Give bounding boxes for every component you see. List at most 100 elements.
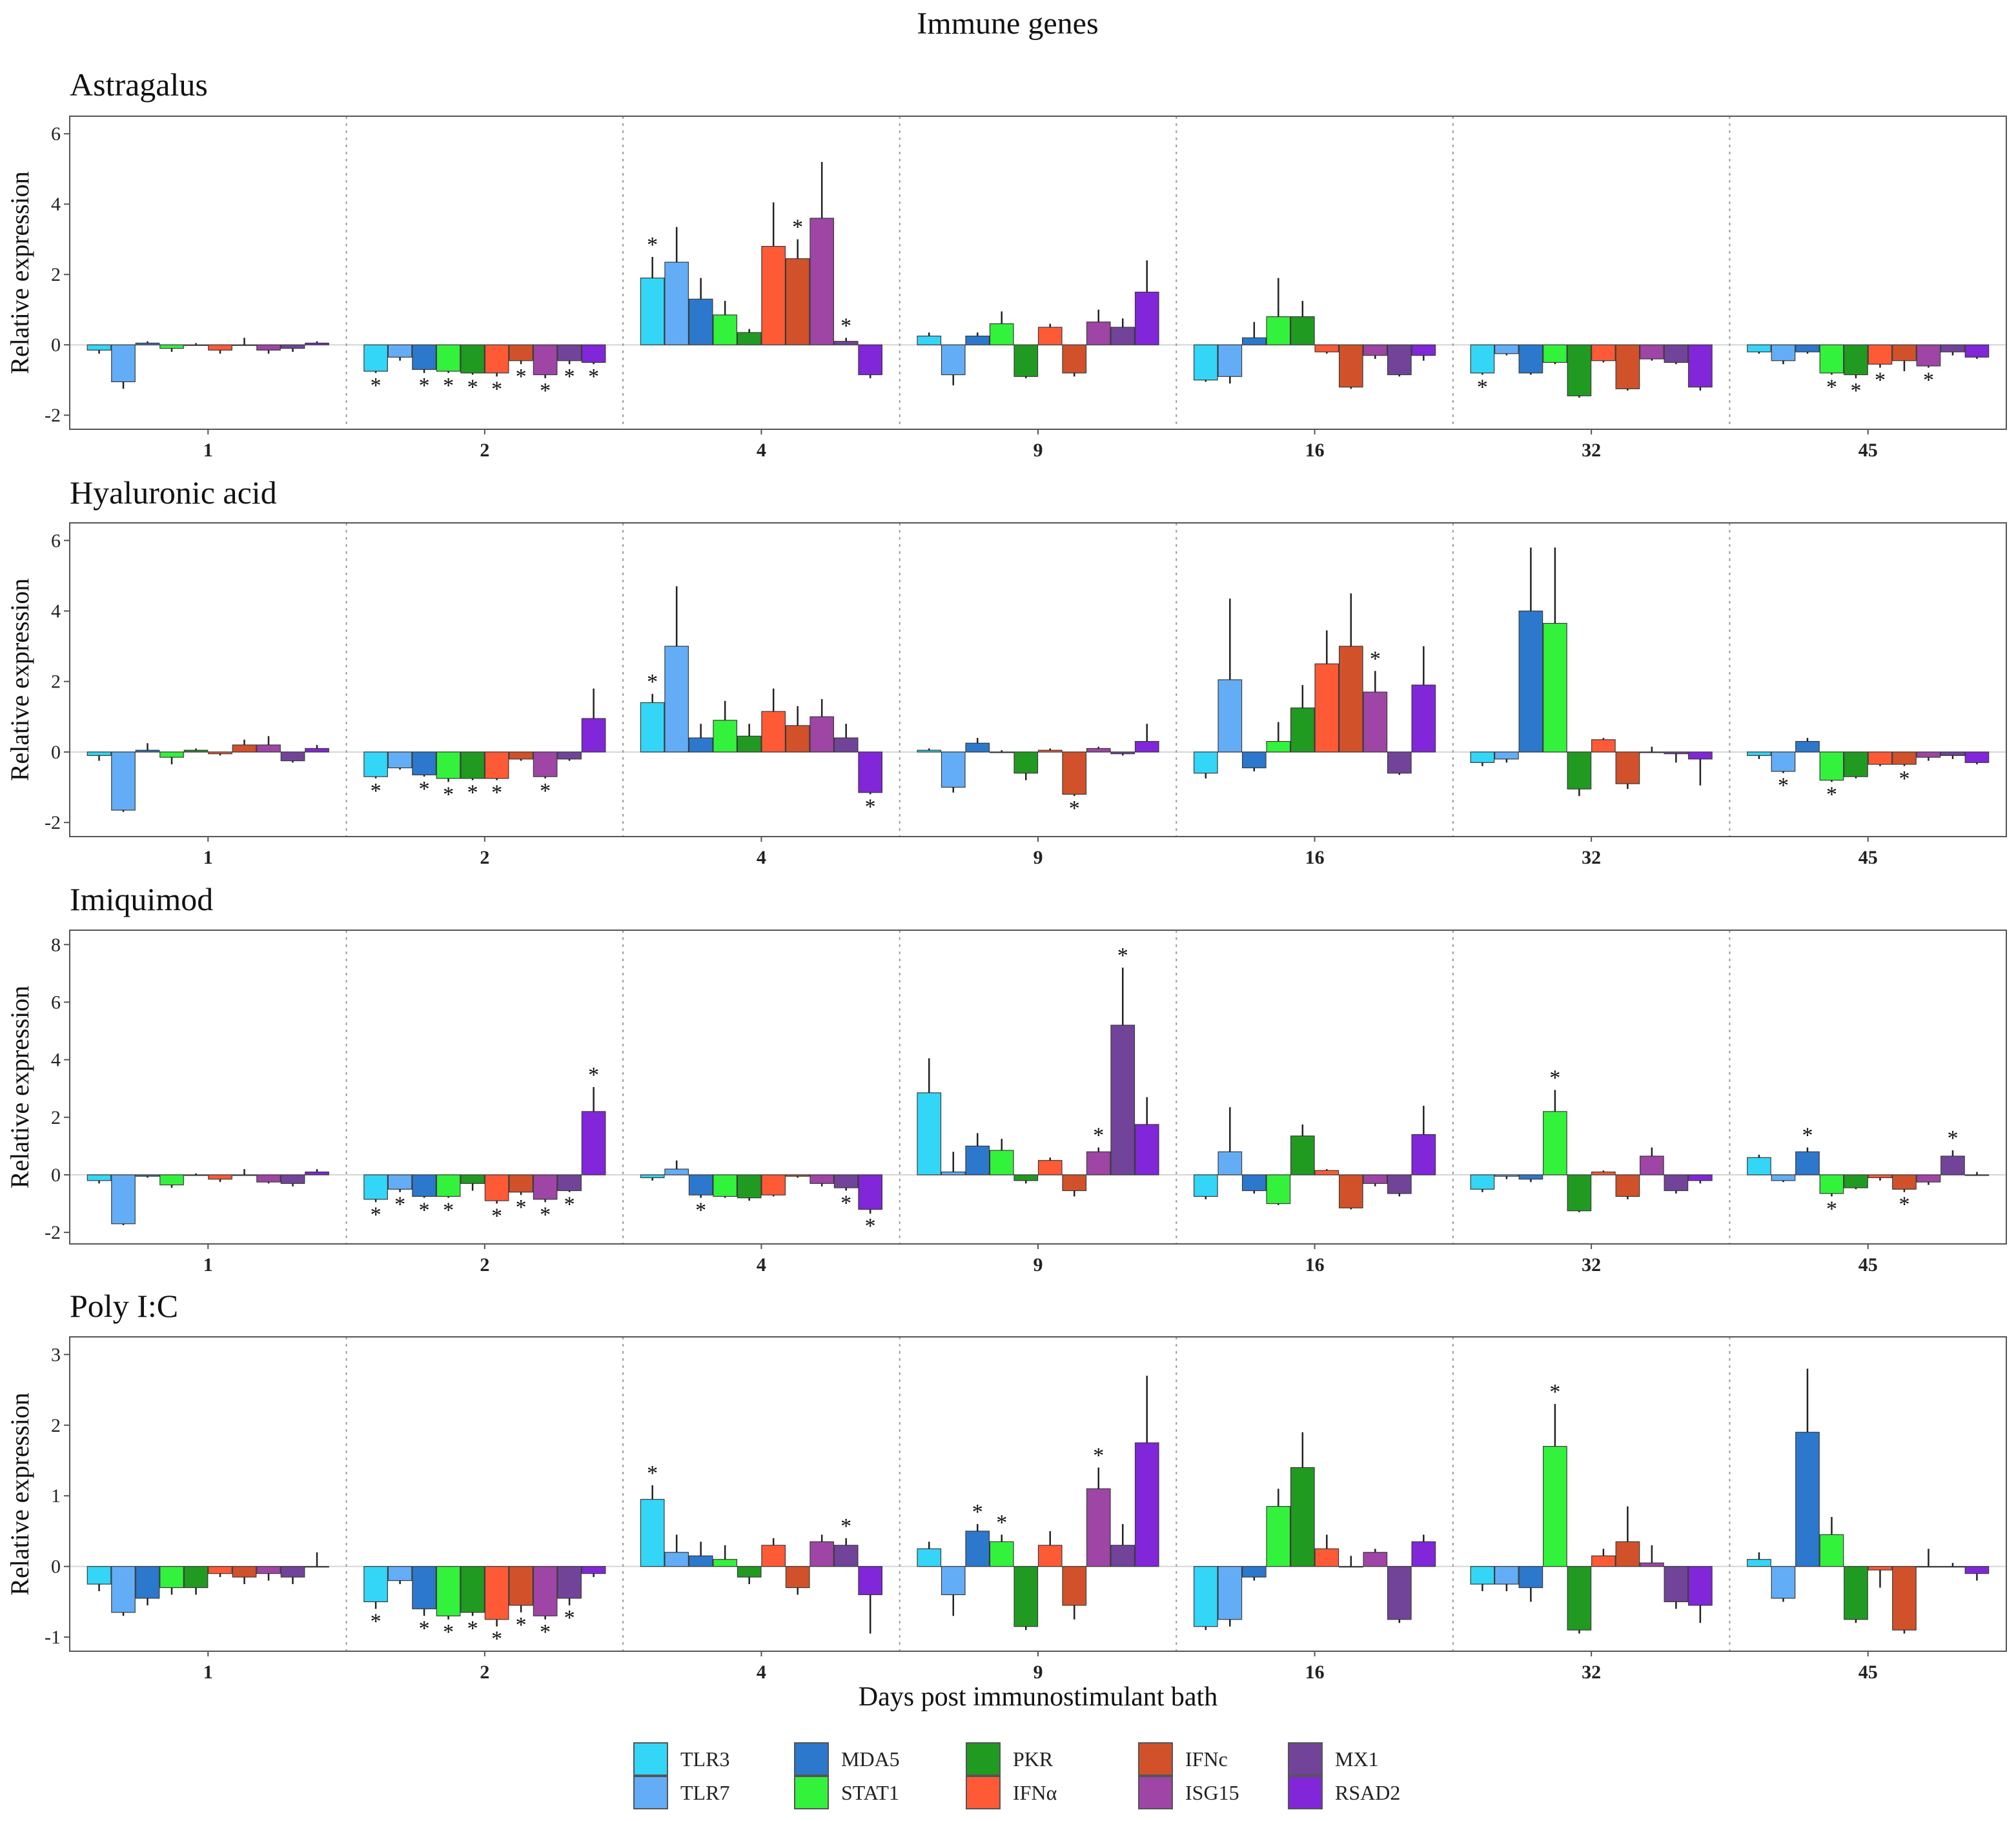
y-tick-label: 6 bbox=[51, 530, 61, 551]
bar-poly-i-c-9-isg15 bbox=[1086, 1488, 1111, 1567]
bar-hyaluronic-acid-9-mda5 bbox=[965, 742, 990, 753]
bar-hyaluronic-acid-1-tlr3 bbox=[87, 751, 112, 757]
bar-imiquimod-4-ifn bbox=[761, 1174, 786, 1195]
significance-star: * bbox=[865, 795, 876, 819]
bar-poly-i-c-4-mx1 bbox=[833, 1545, 859, 1567]
bar-hyaluronic-acid-1-isg15 bbox=[256, 744, 281, 753]
significance-star: * bbox=[491, 377, 502, 401]
bar-astragalus-2-mda5 bbox=[412, 344, 436, 370]
bar-poly-i-c-32-tlr7 bbox=[1494, 1566, 1519, 1585]
bar-astragalus-45-mda5 bbox=[1795, 344, 1820, 352]
bar-imiquimod-16-pkr bbox=[1290, 1135, 1315, 1175]
bar-imiquimod-9-pkr bbox=[1013, 1174, 1039, 1181]
bar-imiquimod-9-ifnc bbox=[1062, 1174, 1087, 1192]
bar-poly-i-c-1-tlr7 bbox=[111, 1566, 136, 1613]
bar-poly-i-c-4-tlr3 bbox=[640, 1499, 665, 1567]
bar-astragalus-1-mda5 bbox=[135, 342, 160, 345]
y-tick-label: 4 bbox=[51, 194, 61, 215]
x-tick-label-1: 1 bbox=[203, 440, 213, 461]
bar-poly-i-c-2-mx1 bbox=[557, 1566, 582, 1599]
significance-star: * bbox=[443, 374, 454, 398]
bar-astragalus-9-isg15 bbox=[1086, 321, 1111, 345]
bar-imiquimod-32-isg15 bbox=[1640, 1155, 1664, 1175]
bar-astragalus-4-ifnc bbox=[785, 258, 810, 345]
significance-star: * bbox=[491, 1205, 502, 1228]
bar-imiquimod-2-tlr3 bbox=[363, 1174, 388, 1200]
significance-star: * bbox=[1549, 1380, 1560, 1404]
bar-hyaluronic-acid-2-mx1 bbox=[557, 751, 582, 760]
bar-astragalus-32-pkr bbox=[1567, 344, 1592, 396]
x-tick-label-32: 32 bbox=[1582, 1254, 1601, 1276]
bar-hyaluronic-acid-32-ifnc bbox=[1615, 751, 1640, 784]
y-tick-label: 0 bbox=[51, 334, 61, 356]
legend-label-ifnc: IFNc bbox=[1185, 1747, 1228, 1771]
bar-poly-i-c-45-rsad2 bbox=[1964, 1566, 1990, 1574]
x-tick-label-16: 16 bbox=[1305, 1254, 1325, 1276]
bar-hyaluronic-acid-4-mx1 bbox=[833, 737, 859, 753]
x-tick-label-45: 45 bbox=[1858, 847, 1878, 868]
significance-star: * bbox=[419, 1616, 430, 1640]
x-tick-label-45: 45 bbox=[1858, 1662, 1878, 1683]
bar-hyaluronic-acid-32-ifn bbox=[1591, 739, 1616, 753]
y-tick-label: -2 bbox=[45, 1222, 61, 1243]
significance-star: * bbox=[419, 777, 430, 801]
bar-hyaluronic-acid-2-mda5 bbox=[412, 751, 436, 776]
x-tick-label-4: 4 bbox=[757, 1254, 766, 1276]
significance-star: * bbox=[394, 1193, 405, 1217]
bar-astragalus-45-isg15 bbox=[1916, 344, 1941, 367]
y-tick-label: 0 bbox=[51, 1165, 61, 1186]
x-tick-label-32: 32 bbox=[1582, 847, 1601, 868]
bar-hyaluronic-acid-4-stat1 bbox=[713, 720, 738, 753]
legend-swatch-ifnc bbox=[1138, 1742, 1173, 1776]
bar-astragalus-45-ifn bbox=[1868, 344, 1893, 365]
x-tick-label-45: 45 bbox=[1858, 440, 1878, 461]
legend-label-rsad2: RSAD2 bbox=[1335, 1781, 1400, 1804]
bar-hyaluronic-acid-9-ifnc bbox=[1062, 751, 1087, 795]
significance-star: * bbox=[1826, 1197, 1837, 1221]
bar-poly-i-c-4-mda5 bbox=[688, 1555, 713, 1567]
significance-star: * bbox=[540, 1203, 551, 1226]
bar-imiquimod-9-mx1 bbox=[1110, 1024, 1135, 1175]
legend-swatch-mda5 bbox=[794, 1742, 829, 1776]
bar-hyaluronic-acid-16-mda5 bbox=[1241, 751, 1267, 769]
legend-swatch-tlr3 bbox=[633, 1742, 668, 1776]
bar-astragalus-1-isg15 bbox=[256, 344, 281, 351]
significance-star: * bbox=[419, 1199, 430, 1223]
significance-star: * bbox=[467, 376, 478, 400]
bar-astragalus-4-stat1 bbox=[713, 314, 738, 345]
bar-astragalus-45-tlr7 bbox=[1771, 344, 1796, 361]
bar-imiquimod-16-ifn bbox=[1314, 1170, 1339, 1175]
significance-star: * bbox=[540, 379, 551, 403]
significance-star: * bbox=[1117, 944, 1128, 968]
significance-star: * bbox=[491, 1627, 502, 1651]
panel-title-hyaluronic-acid: Hyaluronic acid bbox=[70, 474, 277, 511]
bar-hyaluronic-acid-4-rsad2 bbox=[858, 751, 883, 793]
y-axis-title-hyaluronic-acid: Relative expression bbox=[5, 578, 34, 781]
significance-star: * bbox=[1947, 1126, 1958, 1150]
bar-imiquimod-4-mda5 bbox=[688, 1174, 713, 1195]
bar-imiquimod-9-mda5 bbox=[965, 1145, 990, 1175]
significance-star: * bbox=[516, 1195, 527, 1219]
bar-poly-i-c-32-rsad2 bbox=[1688, 1566, 1713, 1606]
bar-poly-i-c-9-pkr bbox=[1013, 1566, 1039, 1627]
x-tick-label-32: 32 bbox=[1582, 440, 1601, 461]
bar-imiquimod-32-stat1 bbox=[1543, 1111, 1567, 1175]
bar-hyaluronic-acid-16-ifnc bbox=[1338, 646, 1363, 753]
x-tick-label-9: 9 bbox=[1033, 1254, 1043, 1276]
panel-title-astragalus: Astragalus bbox=[70, 66, 208, 103]
bar-astragalus-9-rsad2 bbox=[1134, 291, 1159, 345]
significance-star: * bbox=[1477, 376, 1488, 400]
x-tick-label-4: 4 bbox=[757, 1662, 766, 1683]
bar-poly-i-c-9-rsad2 bbox=[1134, 1442, 1159, 1567]
significance-star: * bbox=[588, 1063, 599, 1087]
significance-star: * bbox=[371, 1203, 382, 1226]
significance-star: * bbox=[371, 1609, 382, 1633]
bar-hyaluronic-acid-45-tlr7 bbox=[1771, 751, 1796, 772]
y-tick-label: 3 bbox=[51, 1344, 61, 1365]
legend-label-stat1: STAT1 bbox=[841, 1781, 899, 1804]
significance-star: * bbox=[996, 1511, 1007, 1534]
significance-star: * bbox=[443, 1199, 454, 1223]
bar-poly-i-c-9-tlr7 bbox=[941, 1566, 966, 1596]
bar-astragalus-45-pkr bbox=[1844, 344, 1868, 376]
bar-imiquimod-45-isg15 bbox=[1916, 1174, 1941, 1183]
